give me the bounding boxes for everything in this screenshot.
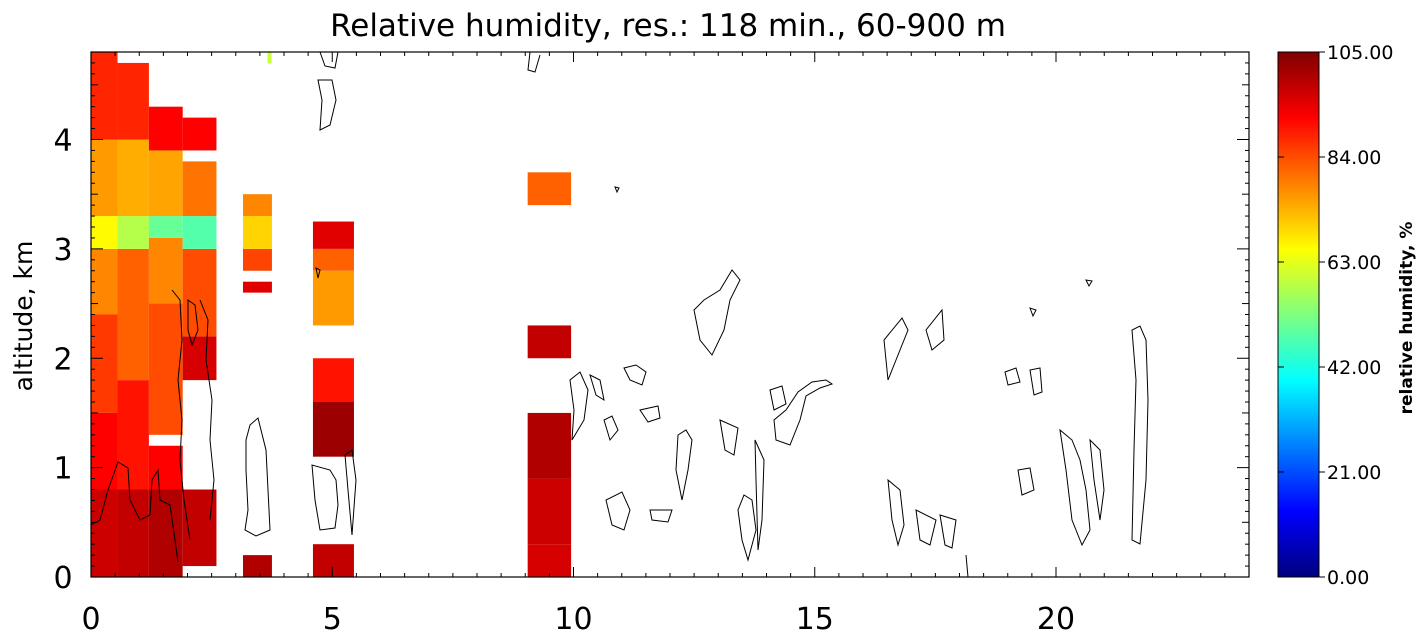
colorbar-tick-label: 42.00 <box>1327 357 1381 379</box>
heatmap-cell <box>182 117 217 151</box>
y-tick-label: 1 <box>53 452 72 487</box>
heatmap-cell <box>117 489 149 577</box>
heatmap-cell <box>117 139 149 217</box>
colorbar-ticks: 0.00 21.00 42.00 63.00 84.00 105.00 <box>1278 42 1393 589</box>
heatmap-cells <box>91 52 572 577</box>
heatmap-cell <box>148 106 183 151</box>
heatmap-cell <box>117 248 149 381</box>
heatmap-cell <box>242 248 272 271</box>
heatmap-cell <box>527 544 572 577</box>
chart-title: Relative humidity, res.: 118 min., 60-90… <box>330 8 1006 44</box>
y-axis: 0 1 2 3 4 <box>53 51 1249 596</box>
heatmap-cell <box>182 336 217 381</box>
heatmap-cell <box>267 52 272 64</box>
heatmap-cell <box>182 161 217 217</box>
x-tick-label: 15 <box>796 602 834 637</box>
y-tick-label: 3 <box>53 233 72 268</box>
heatmap-cell <box>91 412 118 490</box>
heatmap-cell <box>148 303 183 435</box>
heatmap-cell <box>242 194 272 217</box>
heatmap-cell <box>527 478 572 545</box>
heatmap-cell <box>91 139 118 217</box>
heatmap-cell <box>117 380 149 490</box>
heatmap-cell <box>148 237 183 304</box>
colorbar-tick-label: 0.00 <box>1327 567 1369 589</box>
heatmap-cell <box>312 544 354 577</box>
heatmap-cell <box>91 52 118 140</box>
heatmap-cell <box>312 221 354 249</box>
heatmap-cell <box>527 172 572 206</box>
heatmap-cell <box>91 216 118 249</box>
y-tick-label: 0 <box>53 561 72 596</box>
colorbar-label: relative humidity, % <box>1397 222 1417 415</box>
plot-frame <box>90 51 1250 578</box>
x-tick-label: 20 <box>1037 602 1075 637</box>
heatmap-cell <box>148 216 183 238</box>
y-tick-label: 4 <box>53 124 72 159</box>
colorbar-tick-label: 63.00 <box>1327 252 1381 274</box>
x-tick-label: 0 <box>81 602 100 637</box>
heatmap-cell <box>117 216 149 249</box>
heatmap-cell <box>312 270 354 326</box>
heatmap-cell <box>312 358 354 402</box>
colorbar-tick-label: 84.00 <box>1327 147 1381 169</box>
heatmap-cell <box>117 62 149 140</box>
heatmap-cell <box>242 281 272 293</box>
colorbar-tick-label: 21.00 <box>1327 462 1381 484</box>
contour-lines <box>91 52 1149 577</box>
y-axis-label: altitude, km <box>9 241 38 392</box>
heatmap-cell <box>527 325 572 359</box>
colorbar <box>1277 51 1320 578</box>
heatmap-cell <box>527 412 572 479</box>
heatmap-cell <box>242 555 272 577</box>
colorbar-tick-label: 105.00 <box>1327 42 1393 64</box>
x-axis: 0 5 10 15 20 <box>81 52 1250 637</box>
heatmap-cell <box>312 248 354 271</box>
heatmap-cell <box>148 489 183 577</box>
y-tick-label: 2 <box>53 342 72 377</box>
heatmap-cell <box>148 150 183 217</box>
x-tick-label: 5 <box>323 602 342 637</box>
heatmap-cell <box>182 216 217 249</box>
heatmap-cell <box>91 314 118 413</box>
heatmap-cell <box>242 216 272 249</box>
heatmap-cell <box>312 402 354 457</box>
x-tick-label: 10 <box>554 602 592 637</box>
heatmap-cell <box>148 445 183 490</box>
